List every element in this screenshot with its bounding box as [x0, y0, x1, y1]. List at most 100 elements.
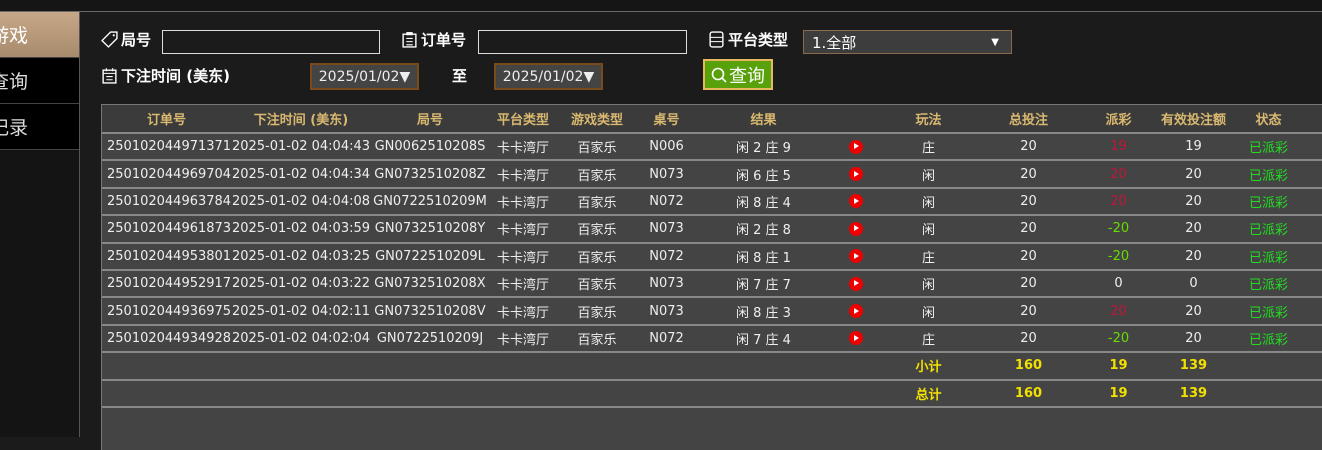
cell: 20 [1156, 160, 1231, 187]
cell [557, 380, 637, 407]
cell: 闲 6 庄 5 [696, 160, 831, 187]
cell: 2025-01-02 04:03:22 [231, 270, 371, 297]
cell [557, 352, 637, 379]
replay-cell [831, 270, 881, 297]
cell: 闲 [881, 270, 976, 297]
play-icon[interactable] [849, 167, 863, 181]
platform-select[interactable]: 1.全部▼ [803, 30, 1012, 54]
cell: GN0732510208X [371, 270, 489, 297]
cell: -20 [1081, 243, 1156, 270]
date-to-picker[interactable]: 2025/01/02▼ [494, 63, 603, 90]
column-header: 平台类型 [489, 105, 557, 133]
cell: 20 [1156, 243, 1231, 270]
sidebar-item-records[interactable]: 记录 [0, 104, 79, 150]
cell: 2025-01-02 04:02:11 [231, 297, 371, 324]
cell: 百家乐 [557, 243, 637, 270]
cell: 已派彩 [1231, 215, 1306, 242]
cell: 卡卡湾厅 [489, 297, 557, 324]
sidebar: 游戏 查询 记录 [0, 12, 80, 437]
cell: N072 [637, 243, 696, 270]
cell: 20 [976, 297, 1081, 324]
replay-cell [831, 160, 881, 187]
play-icon[interactable] [849, 140, 863, 154]
cell: 20 [976, 325, 1081, 352]
to-label: 至 [452, 65, 467, 86]
cell: 250102044952917 [102, 270, 231, 297]
cell [1306, 297, 1322, 324]
cell: 已派彩 [1231, 243, 1306, 270]
cell: 20 [976, 215, 1081, 242]
cell: 百家乐 [557, 270, 637, 297]
sidebar-item-games[interactable]: 游戏 [0, 12, 79, 58]
cell [489, 380, 557, 407]
cell: 闲 8 庄 1 [696, 243, 831, 270]
cell: 20 [976, 243, 1081, 270]
cell: 闲 8 庄 4 [696, 188, 831, 215]
total-payout: 19 [1081, 380, 1156, 407]
cell: 250102044961873 [102, 215, 231, 242]
cell: 2025-01-02 04:03:25 [231, 243, 371, 270]
cell: 卡卡湾厅 [489, 215, 557, 242]
cell: 20 [1156, 215, 1231, 242]
play-icon[interactable] [849, 304, 863, 318]
caret-down-icon: ▼ [399, 69, 410, 85]
cell: 卡卡湾厅 [489, 160, 557, 187]
cell [102, 352, 231, 379]
cell: 20 [1156, 188, 1231, 215]
cell: 250102044971371 [102, 133, 231, 160]
cell: 百家乐 [557, 297, 637, 324]
cell: 20 [976, 270, 1081, 297]
cell: 卡卡湾厅 [489, 270, 557, 297]
cell: 2025-01-02 04:04:08 [231, 188, 371, 215]
order-input[interactable] [478, 30, 687, 54]
cell: 250102044934928 [102, 325, 231, 352]
cell: 20 [1081, 160, 1156, 187]
cell: N072 [637, 325, 696, 352]
cell: 已派彩 [1231, 160, 1306, 187]
cell [696, 352, 831, 379]
cell [1306, 133, 1322, 160]
cell: 闲 [881, 297, 976, 324]
round-input[interactable] [162, 30, 380, 54]
date-from-picker[interactable]: 2025/01/02▼ [310, 63, 419, 90]
cell: 闲 [881, 215, 976, 242]
cell: 20 [976, 160, 1081, 187]
cell: 庄 [881, 325, 976, 352]
total-label: 总计 [881, 380, 976, 407]
replay-cell [831, 243, 881, 270]
cell: 百家乐 [557, 215, 637, 242]
cell: 20 [1156, 297, 1231, 324]
column-header: 局号 [371, 105, 489, 133]
cell [371, 352, 489, 379]
cell: GN0722510209M [371, 188, 489, 215]
cell [1306, 270, 1322, 297]
cell: 19 [1081, 133, 1156, 160]
cell: 已派彩 [1231, 325, 1306, 352]
play-icon[interactable] [849, 277, 863, 291]
order-label: 订单号 [401, 29, 466, 50]
cell: 卡卡湾厅 [489, 133, 557, 160]
cell [1306, 160, 1322, 187]
play-icon[interactable] [849, 194, 863, 208]
cell: 20 [976, 133, 1081, 160]
cell: 已派彩 [1231, 188, 1306, 215]
play-icon[interactable] [849, 249, 863, 263]
play-icon[interactable] [849, 331, 863, 345]
cell [637, 380, 696, 407]
total-bet: 160 [976, 380, 1081, 407]
cell: N006 [637, 133, 696, 160]
query-button[interactable]: 查询 [703, 59, 773, 90]
play-icon[interactable] [849, 222, 863, 236]
subtotal-valid: 139 [1156, 352, 1231, 379]
cell: 卡卡湾厅 [489, 325, 557, 352]
replay-cell [831, 133, 881, 160]
sidebar-item-query[interactable]: 查询 [0, 58, 79, 104]
cell [1306, 352, 1322, 379]
calendar-icon [101, 67, 118, 84]
tag-icon [101, 31, 118, 48]
